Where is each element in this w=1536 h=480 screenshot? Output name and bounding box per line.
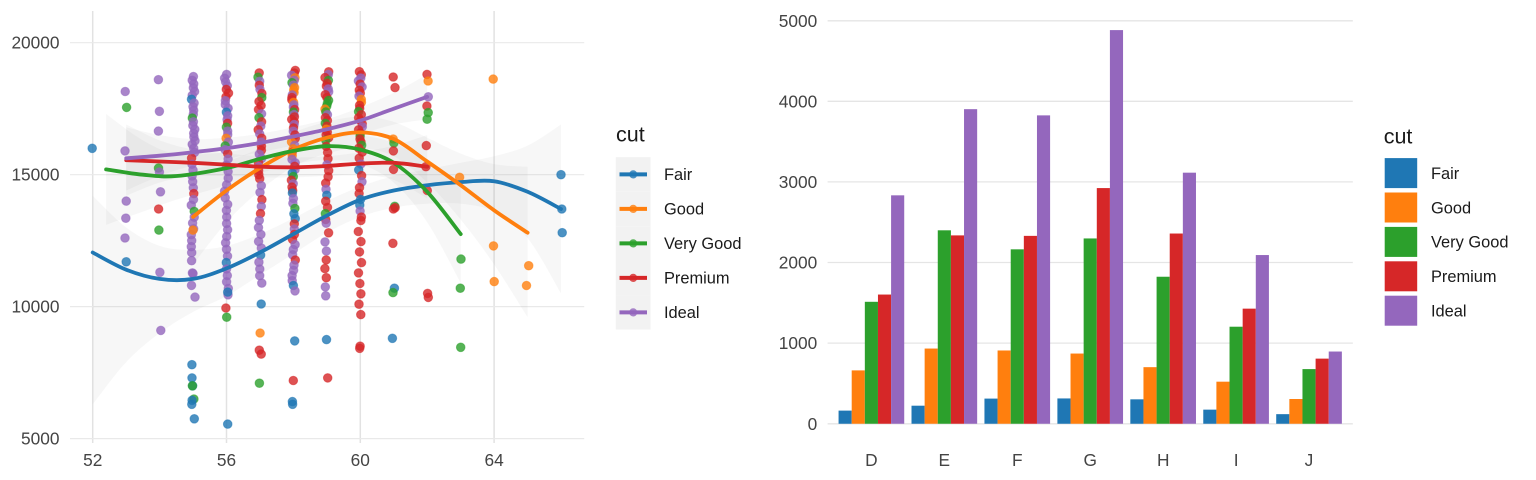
svg-text:60: 60 [351, 450, 370, 470]
svg-text:Ideal: Ideal [664, 304, 700, 322]
svg-text:Very Good: Very Good [664, 235, 741, 253]
svg-text:J: J [1305, 450, 1314, 470]
svg-text:52: 52 [83, 450, 102, 470]
svg-text:I: I [1234, 450, 1239, 470]
svg-text:cut: cut [616, 123, 645, 147]
svg-text:5000: 5000 [21, 429, 59, 449]
svg-text:Ideal: Ideal [1431, 303, 1467, 321]
svg-text:20000: 20000 [11, 33, 59, 53]
svg-text:10000: 10000 [11, 297, 59, 317]
svg-text:E: E [939, 450, 951, 470]
svg-text:4000: 4000 [779, 91, 817, 111]
svg-text:64: 64 [484, 450, 504, 470]
svg-text:Very Good: Very Good [1431, 234, 1508, 252]
svg-text:G: G [1083, 450, 1096, 470]
svg-text:2000: 2000 [779, 253, 817, 273]
svg-text:D: D [865, 450, 877, 470]
svg-text:3000: 3000 [779, 172, 817, 192]
svg-text:Good: Good [664, 201, 704, 219]
svg-text:Premium: Premium [664, 270, 730, 288]
svg-text:Good: Good [1431, 199, 1471, 217]
svg-text:15000: 15000 [11, 165, 59, 185]
svg-text:Premium: Premium [1431, 268, 1497, 286]
svg-text:cut: cut [1384, 125, 1413, 149]
svg-text:H: H [1157, 450, 1169, 470]
svg-text:56: 56 [217, 450, 236, 470]
svg-text:F: F [1012, 450, 1023, 470]
svg-text:5000: 5000 [779, 11, 817, 31]
svg-text:1000: 1000 [779, 333, 817, 353]
svg-text:0: 0 [808, 414, 818, 434]
svg-text:Fair: Fair [664, 166, 693, 184]
svg-text:Fair: Fair [1431, 165, 1460, 183]
